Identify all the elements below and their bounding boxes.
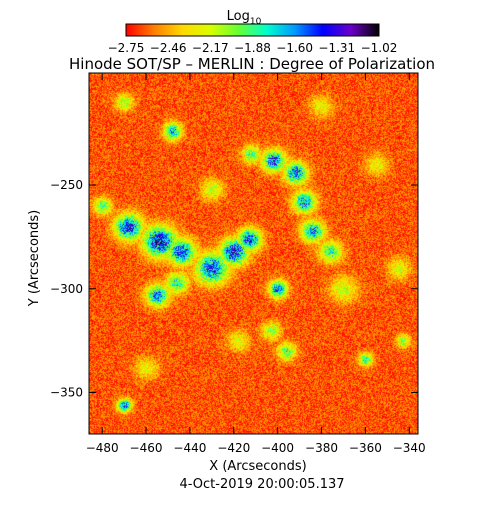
- x-axis: −480 −460 −440 −420 −400 −380 −360 −340: [86, 73, 426, 455]
- x-axis-label: X (Arcseconds): [209, 459, 306, 474]
- colorbar-label: Log10: [227, 9, 262, 27]
- colorbar-tick-labels: −2.75 −2.46 −2.17 −1.88 −1.60 −1.31 −1.02: [108, 41, 398, 55]
- colorbar-tick-label: −1.88: [234, 41, 271, 55]
- colorbar-label-main: Log: [227, 9, 250, 24]
- x-tick-label: −480: [86, 441, 119, 455]
- colorbar-tick-label: −1.02: [361, 41, 398, 55]
- colorbar-frame: [125, 23, 380, 37]
- chart-title: Hinode SOT/SP – MERLIN : Degree of Polar…: [69, 55, 435, 73]
- x-tick-label: −460: [130, 441, 163, 455]
- x-tick-label: −340: [393, 441, 426, 455]
- heatmap-container: [89, 73, 418, 434]
- colorbar-label-sub: 10: [250, 17, 262, 27]
- colorbar: Log10 −2.75 −2.46 −2.17 −1.88 −1.60 −1.31 −1.0…: [108, 9, 398, 55]
- x-tick-label: −380: [305, 441, 338, 455]
- x-tick-label: −360: [349, 441, 382, 455]
- colorbar-tick-label: −1.31: [318, 41, 355, 55]
- colorbar-tick-label: −2.75: [108, 41, 145, 55]
- plot-frame: [88, 72, 419, 435]
- x-tick-label: −400: [261, 441, 294, 455]
- heatmap-image: [89, 73, 418, 434]
- y-tick-label: −350: [50, 386, 83, 400]
- colorbar-tick-label: −2.46: [150, 41, 187, 55]
- y-axis: −250 −300 −350: [50, 178, 418, 400]
- colorbar-tick-label: −1.60: [276, 41, 313, 55]
- x-tick-label: −420: [217, 441, 250, 455]
- y-axis-label: Y (Arcseconds): [27, 210, 42, 307]
- y-tick-label: −250: [50, 178, 83, 192]
- colorbar-tick-label: −2.17: [192, 41, 229, 55]
- observation-date: 4-Oct-2019 20:00:05.137: [179, 477, 344, 492]
- y-tick-label: −300: [50, 282, 83, 296]
- x-tick-label: −440: [173, 441, 206, 455]
- colorbar-gradient: [126, 24, 379, 36]
